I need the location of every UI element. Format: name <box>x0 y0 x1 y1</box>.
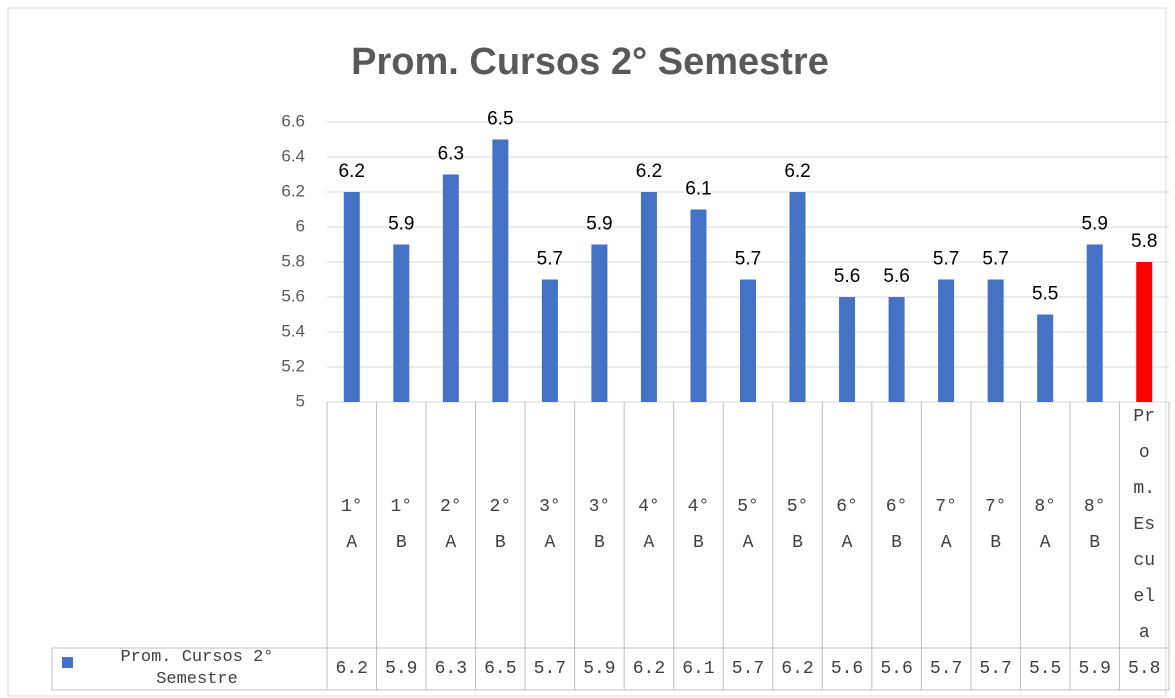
bar <box>393 244 410 402</box>
x-tick-label: 7° A <box>935 497 957 553</box>
x-tick-label: 3° B <box>588 497 611 553</box>
x-tick-label: 5° A <box>737 497 759 553</box>
x-tick-label: 1° B <box>390 497 413 553</box>
x-tick-label: 5° B <box>786 497 809 553</box>
bar <box>343 192 360 402</box>
x-tick-label: 4° A <box>638 497 660 553</box>
data-label: 6.1 <box>685 179 711 200</box>
data-label: 5.9 <box>586 214 612 235</box>
x-tick-label: 2° A <box>440 497 462 553</box>
bar <box>640 192 657 402</box>
data-label: 6.2 <box>784 161 810 182</box>
x-tick-label: 1° A <box>340 497 363 553</box>
chart-border <box>7 7 1167 697</box>
table-value: 6.3 <box>434 659 467 679</box>
bar <box>789 192 806 402</box>
table-value: 6.2 <box>335 659 368 679</box>
bar <box>492 139 509 402</box>
table-value: 5.7 <box>979 659 1012 679</box>
x-tick-label: 4° B <box>687 497 710 553</box>
data-label: 6.2 <box>339 161 365 182</box>
table-value: 6.5 <box>484 659 517 679</box>
table-value: 5.8 <box>1128 659 1161 679</box>
legend: Prom. Cursos 2° Semestre <box>52 648 327 690</box>
x-tick-label: 3° A <box>539 497 561 553</box>
x-tick-label: 6° A <box>836 497 858 553</box>
bar <box>839 297 856 402</box>
data-label: 5.9 <box>388 214 414 235</box>
chart-title: Prom. Cursos 2° Semestre <box>351 41 829 83</box>
bar <box>1086 244 1103 402</box>
data-label: 5.7 <box>982 249 1008 270</box>
bar <box>442 174 459 402</box>
table-value: 6.2 <box>632 659 666 679</box>
table-value: 6.1 <box>682 659 715 679</box>
y-tick-label: 5.6 <box>281 286 305 305</box>
y-tick-label: 6.4 <box>281 146 305 165</box>
x-tick-label: 8° A <box>1034 497 1056 553</box>
bar <box>888 297 905 402</box>
data-label: 5.7 <box>933 249 959 270</box>
table-value: 5.9 <box>385 659 418 679</box>
table-value: 5.5 <box>1028 659 1062 679</box>
y-tick-label: 5 <box>296 391 305 410</box>
data-label: 5.7 <box>537 249 563 270</box>
data-label: 5.9 <box>1081 214 1107 235</box>
table-value: 6.2 <box>781 659 814 679</box>
bar <box>740 279 756 402</box>
legend-label: Prom. Cursos 2° Semestre <box>120 648 274 689</box>
bar <box>591 244 608 402</box>
x-tick-label: 7° B <box>984 497 1007 553</box>
table-value: 5.7 <box>731 659 765 679</box>
bar <box>938 279 955 402</box>
data-label: 6.2 <box>636 161 662 182</box>
y-tick-label: 5.2 <box>281 356 305 375</box>
x-tick-label: 2° B <box>489 497 512 553</box>
data-label: 5.7 <box>735 249 761 270</box>
y-tick-label: 5.4 <box>281 321 305 340</box>
bar <box>1136 262 1153 402</box>
bar <box>690 209 707 402</box>
x-tick-label: Prom. Escuela <box>1133 407 1156 643</box>
bar <box>541 279 558 402</box>
data-label: 6.3 <box>438 144 464 165</box>
data-label: 5.6 <box>883 266 909 287</box>
y-tick-label: 5.8 <box>281 251 305 270</box>
legend-key <box>62 656 73 668</box>
data-label: 5.5 <box>1032 284 1058 305</box>
data-label: 5.6 <box>834 266 860 287</box>
x-tick-label: 6° B <box>885 497 908 553</box>
data-label: 6.5 <box>487 109 513 130</box>
y-tick-label: 6.6 <box>281 111 305 130</box>
data-label: 5.8 <box>1131 231 1157 252</box>
bar <box>987 279 1004 402</box>
table-value: 5.6 <box>880 659 913 679</box>
table-value: 5.9 <box>1078 659 1111 679</box>
table-value: 5.6 <box>830 659 864 679</box>
table-value: 5.7 <box>533 659 567 679</box>
y-tick-label: 6 <box>296 216 305 235</box>
bar <box>1037 314 1054 402</box>
table-value: 5.9 <box>583 659 616 679</box>
x-tick-label: 8° B <box>1083 497 1106 553</box>
table-value: 5.7 <box>929 659 963 679</box>
y-tick-label: 6.2 <box>281 181 305 200</box>
